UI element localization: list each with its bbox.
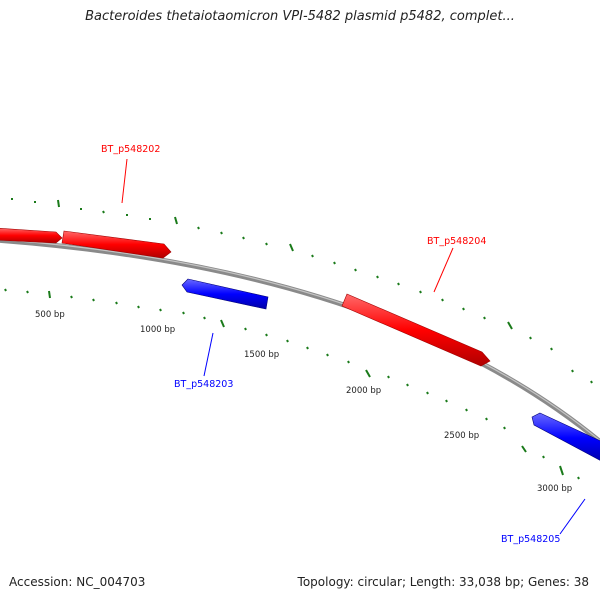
- tick-mark: [559, 465, 564, 476]
- tick-mark: [102, 210, 105, 214]
- map-title: Bacteroides thetaiotaomicron VPI-5482 pl…: [85, 9, 515, 24]
- tick-mark: [244, 327, 247, 331]
- tick-mark: [333, 261, 336, 265]
- scale-label: 1500 bp: [244, 350, 279, 360]
- tick-mark: [571, 369, 574, 373]
- topology-text: Topology: circular; Length: 33,038 bp; G…: [297, 575, 589, 589]
- tick-mark: [445, 399, 448, 403]
- tick-mark: [387, 375, 390, 379]
- tick-mark: [542, 455, 545, 459]
- leader-line: [433, 247, 454, 293]
- leader-line: [203, 332, 214, 377]
- tick-mark: [26, 290, 29, 294]
- leader-line: [121, 158, 128, 204]
- tick-mark: [507, 321, 513, 330]
- gene-bt-p548202[interactable]: [61, 230, 172, 259]
- gene-label: BT_p548204: [427, 236, 486, 247]
- tick-mark: [577, 476, 580, 480]
- tick-mark: [57, 199, 60, 208]
- tick-mark: [159, 308, 162, 312]
- tick-mark: [220, 319, 225, 328]
- gene-label: BT_p548202: [101, 144, 160, 155]
- tick-mark: [265, 333, 268, 337]
- tick-mark: [529, 336, 532, 340]
- tick-mark: [115, 301, 118, 305]
- scale-label: 3000 bp: [537, 484, 572, 494]
- tick-mark: [462, 307, 465, 311]
- tick-mark: [521, 445, 527, 453]
- tick-mark: [203, 316, 206, 320]
- tick-mark: [441, 298, 444, 302]
- gene-bt-p548203[interactable]: [181, 278, 269, 310]
- tick-mark: [485, 417, 488, 421]
- tick-mark: [347, 360, 350, 364]
- reverse-gene-arrow: [531, 412, 600, 461]
- tick-mark: [4, 288, 7, 292]
- tick-mark: [406, 383, 409, 387]
- tick-mark: [550, 347, 553, 351]
- tick-mark: [426, 391, 429, 395]
- scale-label: 1000 bp: [140, 325, 175, 335]
- tick-mark: [419, 290, 422, 294]
- backbone-arc-highlight: [0, 238, 600, 442]
- tick-mark: [483, 316, 486, 320]
- tick-mark: [197, 226, 200, 230]
- forward-gene-arrow: [341, 293, 491, 367]
- gene-labels: BT_p548202 BT_p548203 BT_p548204 BT_p548…: [101, 144, 586, 545]
- tick-mark: [503, 426, 506, 430]
- tick-mark: [465, 408, 468, 412]
- gene-label: BT_p548205: [501, 534, 560, 545]
- tick-mark: [397, 282, 400, 286]
- tick-mark: [326, 353, 329, 357]
- tick-mark: [182, 311, 185, 315]
- tick-mark: [354, 268, 357, 272]
- tick-mark: [242, 236, 245, 240]
- scale-label: 2500 bp: [444, 431, 479, 441]
- tick-mark: [376, 275, 379, 279]
- tick-mark: [174, 216, 178, 225]
- scale-label: 500 bp: [35, 310, 65, 320]
- tick-mark: [311, 254, 314, 258]
- tick-mark: [48, 290, 51, 299]
- tick-mark: [590, 380, 593, 384]
- scale-label: 2000 bp: [346, 386, 381, 396]
- backbone-arc: [0, 237, 600, 445]
- accession-text: Accession: NC_004703: [9, 575, 146, 589]
- tick-mark: [286, 339, 289, 343]
- gene-bt-p548204[interactable]: [341, 293, 491, 367]
- tick-mark: [137, 305, 140, 309]
- tick-mark: [92, 298, 95, 302]
- tick-mark: [70, 295, 73, 299]
- forward-gene-arrow: [61, 230, 172, 259]
- outer-tick-ring: [11, 198, 593, 384]
- tick-mark: [220, 231, 223, 235]
- tick-mark: [306, 346, 309, 350]
- tick-mark: [265, 242, 268, 246]
- forward-gene-arrow: [0, 228, 63, 244]
- scale-labels: 500 bp 1000 bp 1500 bp 2000 bp 2500 bp 3…: [35, 310, 572, 494]
- tick-mark: [289, 243, 294, 252]
- inner-tick-ring: [4, 288, 580, 480]
- leader-line: [559, 498, 586, 535]
- gene-bt-p548205[interactable]: [531, 412, 600, 463]
- reverse-gene-arrow: [181, 278, 269, 310]
- gene-bt-p548201[interactable]: [0, 228, 63, 244]
- gene-label: BT_p548203: [174, 379, 233, 390]
- tick-mark: [365, 369, 371, 378]
